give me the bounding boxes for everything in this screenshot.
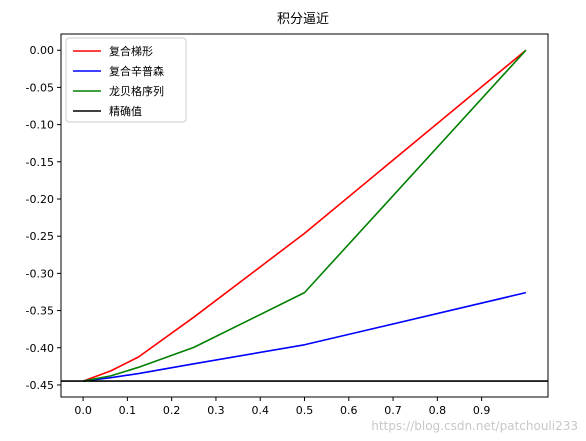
series-2-line [83,291,527,382]
y-tick-label: -0.35 [26,305,54,318]
y-tick-label: -0.45 [26,379,54,392]
x-tick-label: 0.6 [340,404,358,417]
legend-label: 精确值 [109,105,142,118]
y-tick-label: -0.40 [26,342,54,355]
y-tick-label: -0.10 [26,119,54,132]
x-tick-label: 0.7 [384,404,402,417]
chart-title: 积分逼近 [277,12,329,27]
legend-label: 复合辛普森 [109,64,164,78]
y-tick-label: -0.20 [26,193,54,206]
legend-box [65,37,187,123]
x-tick-label: 0.3 [207,404,225,417]
y-tick-label: -0.25 [26,230,54,243]
y-tick-label: 0.00 [30,44,55,57]
legend-label: 龙贝格序列 [109,84,164,98]
series-1-line [82,49,527,382]
plot-area [61,49,548,382]
series-3-line [82,49,527,382]
x-tick-label: 0.1 [119,404,137,417]
x-tick-label: 0.0 [74,404,92,417]
x-tick-label: 0.9 [473,404,491,417]
x-tick-label: 0.5 [296,404,314,417]
legend-label: 复合梯形 [109,44,153,58]
x-tick-label: 0.8 [429,404,447,417]
y-tick-label: -0.15 [26,156,54,169]
y-tick-label: -0.05 [26,81,54,94]
watermark-text: https://blog.csdn.net/patchouli233 [371,419,578,433]
axes: 0.0 0.1 0.2 0.3 0.4 0.5 0.6 0.7 0.8 0.9 0.00 -0.05 -… [26,33,549,417]
x-tick-label: 0.4 [251,404,269,417]
x-tick-label: 0.2 [163,404,181,417]
y-tick-label: -0.30 [26,267,54,280]
